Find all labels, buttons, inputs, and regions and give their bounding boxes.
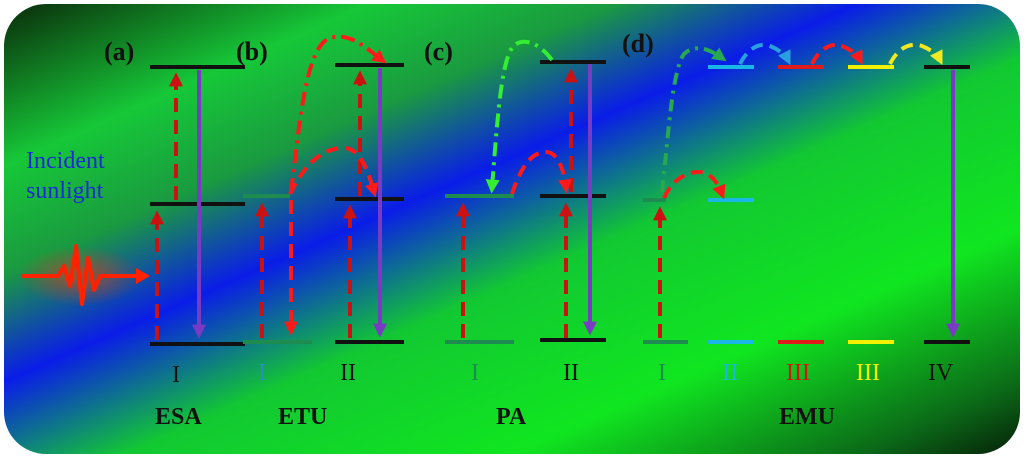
pa-process-label: PA [496, 404, 527, 430]
emu-transfer-arrow-1 [662, 169, 726, 200]
emu-ion-label-5: IV [928, 360, 954, 386]
etu-transfer-arrow-2 [289, 34, 387, 193]
panel-c: (c) I II PA [424, 37, 606, 430]
emu-transfer-arrow-2 [660, 46, 727, 193]
incident-label-line1: Incident [26, 148, 105, 174]
panel-a: (a) I ESA [104, 37, 245, 430]
panel-d-tag: (d) [622, 29, 654, 58]
panel-c-tag: (c) [424, 37, 453, 66]
panel-a-tag: (a) [104, 37, 134, 66]
emu-process-label: EMU [779, 404, 835, 430]
emu-ion-label-2: II [722, 360, 738, 386]
pa-transfer-arrow [510, 149, 573, 195]
incident-label-line2: sunlight [26, 178, 104, 204]
incident-sunlight: Incident sunlight [18, 148, 150, 306]
panel-b-tag: (b) [236, 37, 268, 66]
emu-ion-label-1: I [658, 360, 666, 386]
etu-ion-label-1: I [258, 360, 266, 386]
emu-migration-arrow-2 [810, 42, 863, 66]
emu-migration-arrow-1 [738, 42, 791, 66]
incident-arrowhead [136, 268, 150, 284]
pa-ion-label-1: I [471, 360, 479, 386]
panel-d: (d) I II III III IV EMU [622, 29, 970, 430]
etu-ion-label-2: II [340, 360, 356, 386]
incident-wave [22, 244, 138, 306]
esa-ion-label: I [172, 362, 180, 388]
emu-ion-label-4: III [856, 360, 880, 386]
esa-process-label: ESA [155, 404, 202, 430]
etu-process-label: ETU [278, 404, 327, 430]
pa-ion-label-2: II [563, 360, 579, 386]
emu-ion-label-3: III [786, 360, 810, 386]
pa-cross-relaxation-arrow [485, 39, 554, 194]
panel-b: (b) I II ETU [236, 34, 404, 430]
emu-migration-arrow-3 [888, 42, 943, 66]
etu-transfer-arrow-1 [288, 145, 379, 198]
